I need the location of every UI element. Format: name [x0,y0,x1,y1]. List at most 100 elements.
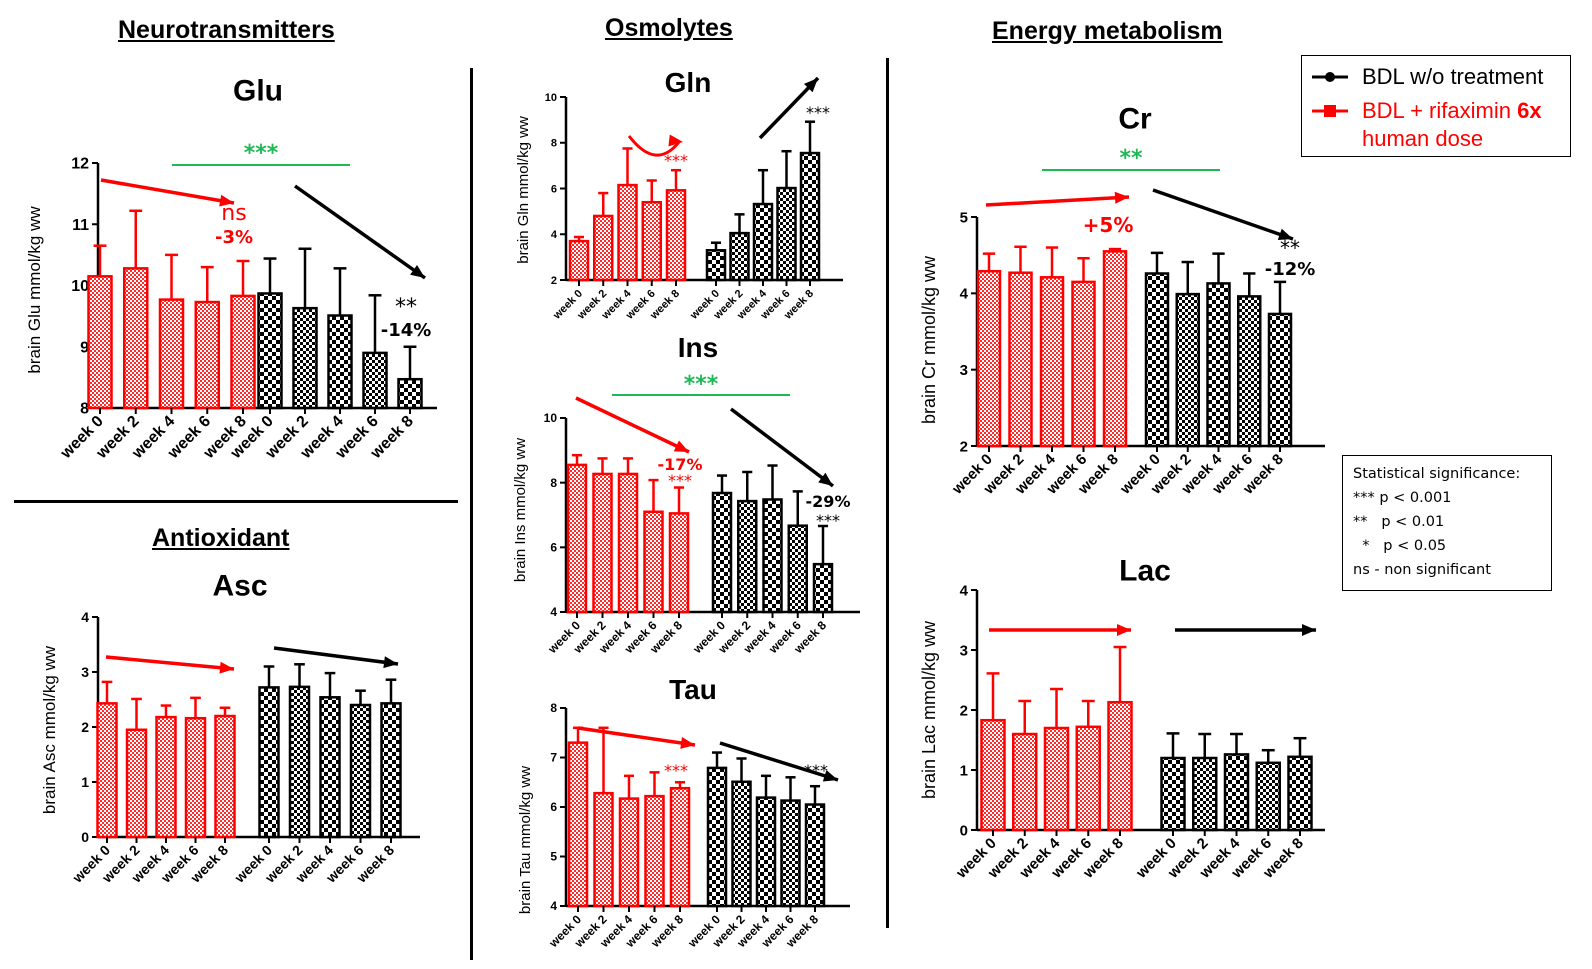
arrow-head-icon [1114,191,1129,204]
significance-title: Statistical significance: [1353,466,1521,482]
y-tick-label: 2 [81,719,89,735]
y-tick-label: 10 [71,278,89,295]
bar-treated [980,718,1006,832]
legend-label-untreated: BDL w/o treatment [1362,64,1544,89]
bar-untreated [1192,756,1218,832]
y-tick-label: 4 [550,899,557,913]
section-title-antioxidant: Antioxidant [152,524,290,552]
divider-horizontal-left [14,500,458,503]
y-tick-label: 9 [80,339,89,356]
section-title-neurotransmitters: Neurotransmitters [118,16,335,44]
significance-annotation: -12% [1265,259,1316,280]
y-axis-label: brain Glu mmol/kg ww [25,206,44,374]
y-tick-label: 2 [960,438,968,455]
y-tick-label: 8 [550,476,557,490]
trend-arrow [105,655,235,671]
bar-untreated [1223,753,1250,832]
chart-legend: BDL w/o treatment BDL + rifaximin 6x hum… [1301,55,1571,157]
legend-item-untreated: BDL w/o treatment [1310,64,1543,90]
bar-treated [1043,726,1070,832]
significance-legend: Statistical significance: *** p < 0.001 … [1342,455,1552,591]
legend-marker-circle-icon [1310,67,1350,87]
arrow-head-icon [803,78,818,93]
group-significance-label: *** [684,372,719,397]
arrow-head-icon [1117,624,1131,636]
y-tick-label: 4 [960,582,969,599]
y-tick-label: 2 [960,702,968,719]
y-tick-label: 8 [551,138,557,150]
y-tick-label: 1 [960,762,968,779]
significance-annotation: *** [804,761,828,780]
y-tick-label: 6 [550,541,557,555]
legend-label-treated-line2: human dose [1362,126,1484,151]
arrow-head-icon [673,440,689,452]
trend-arrow [575,396,690,454]
significance-annotation: -29% [806,492,851,511]
y-tick-label: 4 [960,286,969,303]
chart-title: Tau [669,674,717,705]
significance-annotation: -17% [658,455,703,474]
y-axis-label: brain Gln mmol/kg ww [515,116,532,264]
significance-annotation: *** [664,761,688,780]
chart-title: Gln [665,67,712,98]
y-tick-label: 8 [80,401,89,418]
significance-annotation: ** [395,295,417,320]
chart-title: Lac [1119,555,1171,588]
significance-annotation: ns [221,201,246,226]
y-tick-label: 6 [550,800,557,814]
bar-treated [1012,732,1038,832]
arrow-head-icon [219,661,234,674]
chart-title: Cr [1118,103,1152,136]
y-tick-label: 6 [551,183,557,195]
y-tick-label: 11 [72,217,89,234]
divider-vertical-right [886,58,889,928]
trend-arrow [1152,188,1294,241]
chart-title: Glu [233,75,283,108]
arrow-head-icon [818,472,833,486]
bar-untreated [1287,755,1313,832]
y-tick-label: 0 [81,829,89,845]
y-tick-label: 4 [551,229,558,241]
group-significance-label: ** [1119,146,1143,171]
y-tick-label: 2 [551,275,557,287]
y-tick-label: 3 [81,664,89,680]
section-title-energy-metabolism: Energy metabolism [992,17,1223,45]
y-axis-label: brain Lac mmol/kg ww [919,620,939,799]
y-tick-label: 3 [960,642,968,659]
significance-annotation: +5% [1083,213,1134,237]
arrow-head-icon [680,737,695,749]
trend-arrow [985,195,1130,207]
arrow-head-icon [410,265,425,278]
trend-arrow [627,135,681,157]
arrow-head-icon [1302,624,1316,636]
legend-label-treated: BDL + rifaximin 6x [1362,98,1542,123]
significance-annotation: -14% [381,320,432,341]
y-tick-label: 7 [550,751,557,765]
significance-line: ns - non significant [1353,562,1491,578]
arrow-head-icon [1277,228,1293,241]
y-axis-label: brain Tau mmol/kg ww [517,766,534,914]
section-title-osmolytes: Osmolytes [605,14,733,42]
trend-arrow [273,646,399,666]
y-tick-label: 4 [550,605,557,619]
trend-arrow [729,407,835,488]
bar-treated [1075,725,1101,832]
significance-annotation: ** [1280,236,1300,260]
significance-annotation: *** [816,511,840,530]
arrow-head-icon [219,194,234,207]
y-axis-label: brain Asc mmol/kg ww [40,645,59,814]
significance-annotation: -3% [215,227,253,248]
arrow-head-icon [668,134,683,147]
significance-line: ** p < 0.01 [1353,514,1445,530]
arrow-head-icon [822,770,838,782]
arrow-head-icon [383,656,398,669]
y-tick-label: 5 [550,850,557,864]
y-tick-label: 5 [960,209,968,226]
y-tick-label: 10 [544,411,558,425]
legend-item-treated: BDL + rifaximin 6x [1310,98,1542,124]
